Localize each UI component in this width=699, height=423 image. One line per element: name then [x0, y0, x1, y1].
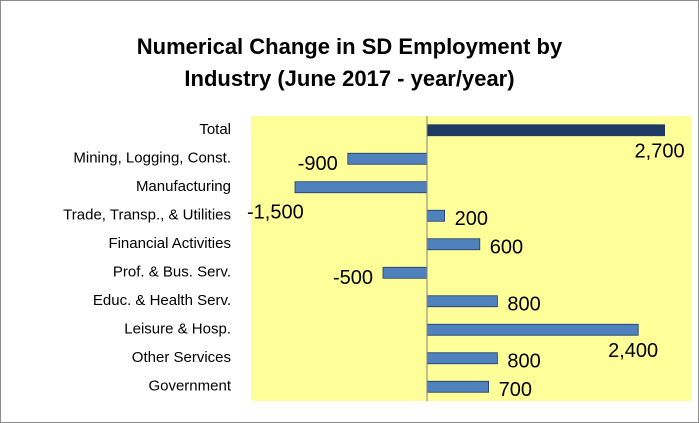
data-label: 600 — [490, 237, 523, 259]
y-tick-label: Educ. & Health Serv. — [93, 292, 231, 309]
data-label: -500 — [333, 267, 373, 289]
y-tick-label: Financial Activities — [108, 235, 231, 252]
bar — [426, 323, 639, 336]
title-box: Numerical Change in SD Employment by Ind… — [1, 31, 698, 95]
y-tick-label: Mining, Logging, Const. — [73, 150, 231, 167]
y-tick-label: Total — [199, 121, 231, 138]
bar — [426, 209, 446, 222]
y-tick-label: Prof. & Bus. Serv. — [113, 264, 231, 281]
y-tick-label: Trade, Transp., & Utilities — [63, 207, 231, 224]
data-label: 800 — [507, 351, 540, 373]
bar — [426, 124, 666, 137]
data-label: 2,700 — [635, 141, 685, 163]
bar — [426, 238, 481, 251]
bar — [426, 352, 498, 365]
chart-title: Numerical Change in SD Employment by Ind… — [136, 34, 563, 91]
y-tick-label: Manufacturing — [136, 178, 231, 195]
y-tick-label: Other Services — [132, 349, 231, 366]
data-label: 700 — [499, 379, 532, 401]
data-label: 800 — [507, 294, 540, 316]
data-label: -900 — [298, 153, 338, 175]
y-tick-label: Government — [148, 378, 231, 395]
data-label: 200 — [455, 208, 488, 230]
y-tick-label: Leisure & Hosp. — [124, 321, 231, 338]
bar — [426, 380, 489, 393]
bar — [294, 181, 428, 194]
data-label: -1,500 — [247, 202, 304, 224]
bar — [426, 295, 498, 308]
bar — [382, 266, 428, 279]
bar — [347, 152, 428, 165]
data-label: 2,400 — [608, 340, 658, 362]
